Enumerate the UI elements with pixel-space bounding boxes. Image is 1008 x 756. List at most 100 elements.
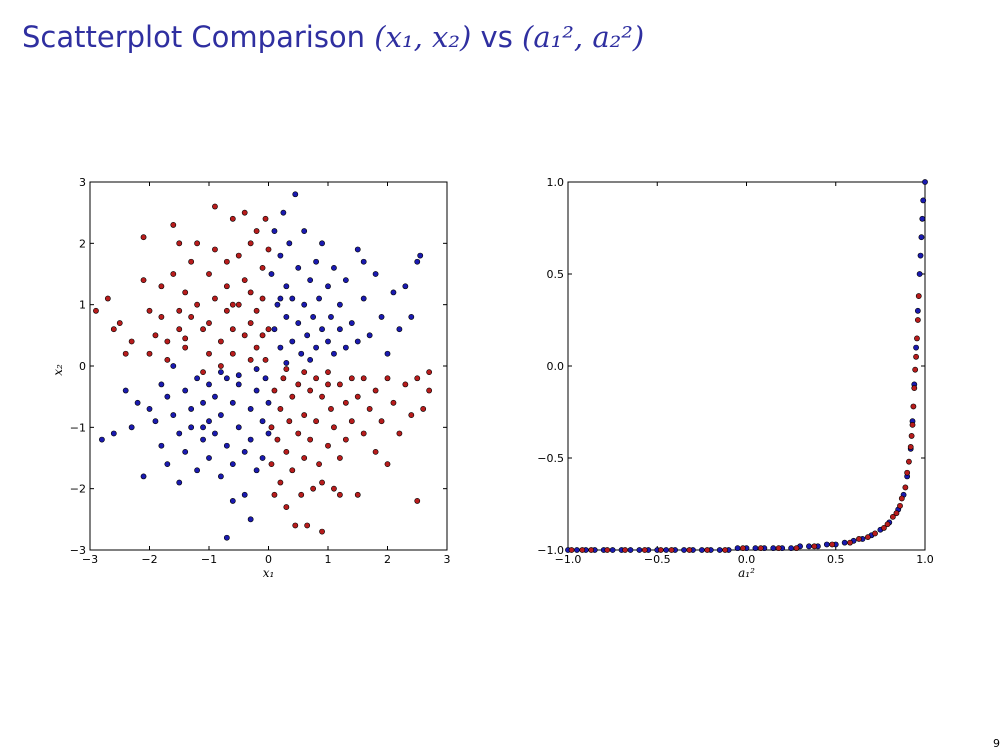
data-point-red	[657, 547, 664, 553]
data-point-blue	[164, 393, 171, 400]
data-point-blue	[223, 375, 230, 382]
data-point-red	[568, 547, 575, 553]
data-point-blue	[360, 258, 367, 265]
data-point-red	[704, 547, 711, 553]
data-point-blue	[200, 436, 206, 443]
data-point-blue	[384, 350, 391, 357]
data-point-blue	[206, 455, 212, 461]
data-point-red	[641, 547, 648, 553]
y-axis-label: x₂	[51, 364, 65, 376]
data-point-red	[588, 547, 595, 553]
plot-frame	[567, 181, 926, 551]
data-point-red	[904, 469, 911, 476]
data-point-red	[292, 522, 299, 529]
data-point-red	[206, 350, 212, 357]
data-point-blue	[301, 228, 308, 234]
data-point-red	[354, 491, 361, 498]
slide-title: Scatterplot Comparison (x₁, x₂) vs (a₁²,…	[22, 20, 644, 54]
data-point-red	[912, 366, 919, 373]
points-group	[93, 191, 433, 541]
data-point-red	[325, 381, 331, 388]
y-tick-label: 3	[79, 176, 86, 189]
data-point-blue	[752, 545, 759, 552]
title-vs: vs	[480, 20, 513, 54]
data-point-red	[277, 479, 284, 486]
data-point-red	[336, 491, 343, 498]
data-point-blue	[920, 197, 927, 204]
data-point-blue	[194, 467, 200, 474]
data-point-blue	[110, 430, 117, 437]
data-point-blue	[328, 314, 334, 320]
data-point-blue	[348, 320, 355, 326]
data-point-blue	[313, 344, 319, 351]
data-point-red	[884, 521, 891, 528]
data-point-red	[176, 240, 183, 247]
data-point-blue	[916, 271, 923, 277]
y-tick-label: −3	[70, 544, 86, 557]
data-point-red	[271, 491, 278, 498]
data-point-blue	[206, 418, 212, 425]
data-point-blue	[917, 252, 924, 259]
data-point-red	[170, 271, 177, 277]
data-point-blue	[152, 418, 159, 425]
data-point-red	[910, 403, 917, 410]
data-point-blue	[128, 424, 135, 431]
x-axis-label: a₁²	[738, 566, 755, 580]
data-point-red	[229, 301, 236, 308]
data-point-red	[217, 363, 224, 369]
data-point-red	[914, 317, 921, 323]
data-point-red	[384, 375, 391, 382]
data-point-red	[396, 430, 403, 437]
data-point-red	[286, 418, 293, 425]
data-point-red	[212, 295, 218, 302]
data-point-red	[893, 510, 900, 517]
data-point-blue	[698, 547, 705, 553]
data-point-blue	[307, 356, 314, 363]
data-point-red	[740, 545, 746, 552]
data-point-blue	[212, 393, 218, 400]
data-point-blue	[247, 406, 254, 412]
data-point-red	[176, 307, 183, 314]
y-tick-label: 1.0	[547, 176, 565, 189]
data-point-blue	[206, 381, 212, 388]
data-point-red	[158, 314, 165, 320]
data-point-red	[146, 307, 153, 314]
data-point-red	[223, 307, 230, 314]
data-point-blue	[134, 399, 141, 406]
data-point-red	[881, 525, 887, 531]
data-point-red	[170, 222, 177, 228]
data-point-red	[829, 541, 836, 548]
data-point-blue	[286, 240, 293, 247]
data-point-blue	[253, 366, 260, 372]
data-point-red	[402, 381, 409, 388]
data-point-red	[902, 484, 909, 491]
data-point-blue	[304, 332, 311, 339]
data-point-red	[223, 258, 230, 265]
data-point-blue	[914, 307, 921, 314]
data-point-red	[176, 326, 183, 333]
data-point-blue	[146, 406, 153, 412]
data-point-red	[384, 461, 391, 468]
data-point-red	[911, 385, 918, 391]
data-point-red	[331, 485, 337, 492]
data-point-red	[378, 418, 385, 425]
data-point-red	[140, 277, 147, 284]
data-point-blue	[396, 326, 403, 333]
y-tick-label: −1.0	[537, 544, 564, 557]
data-point-blue	[342, 277, 349, 284]
data-point-red	[140, 234, 147, 241]
data-point-red	[128, 338, 135, 345]
title-math-x: (x₁, x₂)	[374, 20, 472, 54]
data-point-red	[229, 350, 236, 357]
data-point-red	[280, 375, 287, 382]
data-point-blue	[307, 277, 314, 284]
data-point-blue	[414, 258, 421, 265]
data-point-red	[158, 283, 165, 290]
data-point-red	[182, 344, 189, 351]
data-point-blue	[188, 406, 195, 412]
data-point-red	[909, 421, 916, 428]
data-point-blue	[194, 375, 200, 382]
data-point-blue	[627, 547, 634, 553]
data-point-blue	[372, 271, 379, 277]
data-point-red	[182, 335, 189, 342]
